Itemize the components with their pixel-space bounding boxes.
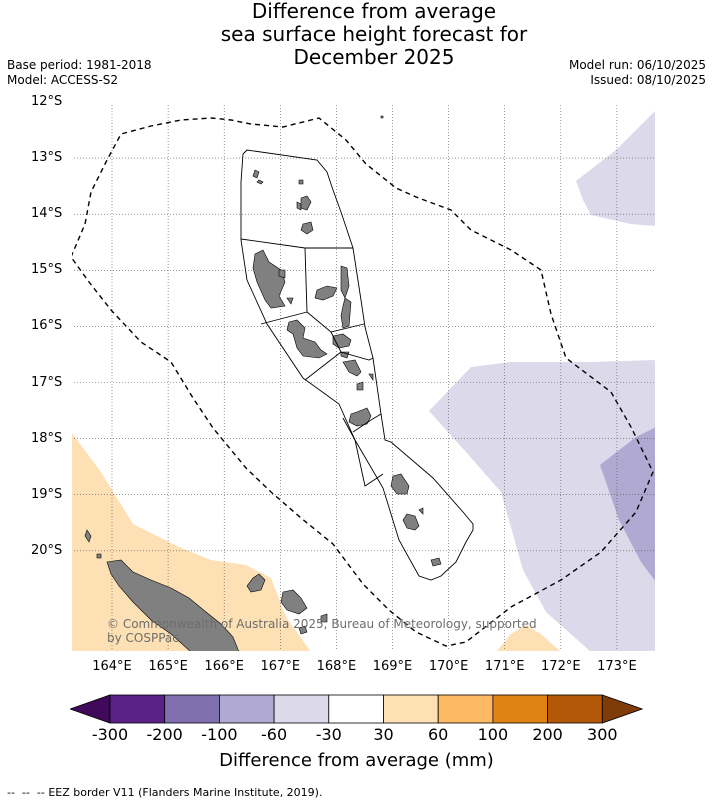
copyright-notice: © Commonwealth of Australia 2025, Bureau…: [107, 617, 537, 645]
colorbar-bin: [383, 694, 439, 724]
new-caledonia-land: [84, 529, 328, 652]
lat-label: 12°S: [31, 94, 63, 109]
lon-label: 164°E: [92, 659, 132, 674]
colorbar-tick-label: -60: [261, 725, 288, 744]
model-run: Model run: 06/10/2025: [568, 58, 706, 72]
map-frame: [71, 102, 656, 652]
lat-label: 19°S: [31, 486, 63, 502]
colorbar-tick-label: -200: [146, 725, 183, 744]
colorbar-bin: [218, 694, 275, 724]
lat-label: 16°S: [31, 318, 63, 334]
colorbar-arrow-high: [601, 694, 643, 724]
copyright-line-2: by COSPPac: [107, 631, 179, 645]
lon-label: 166°E: [204, 659, 244, 674]
colorbar-bin: [328, 694, 384, 724]
lat-label: 15°S: [31, 262, 63, 278]
colorbar-tick-label: 30: [373, 725, 394, 744]
vanuatu-zones: [240, 149, 474, 581]
anomaly-light-purple-east: [429, 360, 656, 652]
lon-label: 170°E: [428, 659, 469, 674]
eez-legend-text: EEZ border V11 (Flanders Marine Institut…: [48, 786, 323, 799]
anomaly-light-purple-northeast: [576, 110, 656, 226]
lon-label: 173°E: [597, 659, 637, 674]
lon-label: 165°E: [148, 659, 188, 674]
map-title: Difference from average sea surface heig…: [0, 0, 713, 69]
meta-left: Base period: 1981-2018 Model: ACCESS-S2: [7, 58, 152, 88]
lon-label: 172°E: [541, 659, 581, 674]
colorbar-tick-label: 200: [532, 725, 563, 744]
lon-label: 169°E: [372, 659, 413, 674]
lat-label: 18°S: [31, 430, 63, 446]
anomaly-mid-purple-east: [600, 427, 656, 582]
colorbar-bin: [273, 694, 330, 724]
vanuatu-islands: [252, 115, 442, 567]
model-name: Model: ACCESS-S2: [7, 73, 119, 87]
colorbar-bin: [492, 694, 548, 724]
copyright-line-1: © Commonwealth of Australia 2025, Bureau…: [107, 617, 537, 631]
issued-date: Issued: 08/10/2025: [590, 73, 706, 87]
title-line-1: Difference from average: [251, 0, 497, 23]
map-canvas: [71, 102, 656, 652]
lon-label: 168°E: [316, 659, 357, 674]
eez-legend-dash: -- -- --: [7, 786, 49, 799]
colorbar-tick-label: 300: [587, 725, 618, 744]
colorbar-tick-label: 60: [428, 725, 449, 744]
title-line-3: December 2025: [293, 45, 455, 69]
title-line-2: sea surface height forecast for: [220, 22, 528, 46]
base-period: Base period: 1981-2018: [7, 58, 152, 72]
lat-label: 14°S: [31, 206, 63, 222]
colorbar-bin: [437, 694, 494, 724]
lon-label: 167°E: [260, 659, 301, 674]
colorbar: [70, 694, 643, 724]
eez-legend: -- -- -- EEZ border V11 (Flanders Marine…: [7, 786, 322, 799]
colorbar-bin: [164, 694, 220, 724]
colorbar-label: Difference from average (mm): [219, 750, 494, 771]
lat-label: 17°S: [31, 374, 63, 390]
colorbar-arrow-low: [70, 694, 111, 724]
colorbar-bin: [547, 694, 603, 724]
colorbar-tick-label: 100: [477, 725, 509, 744]
lon-label: 171°E: [484, 659, 525, 674]
colorbar-tick-label: -100: [201, 725, 238, 744]
lat-label: 20°S: [31, 542, 63, 558]
colorbar-tick-label: -300: [91, 725, 129, 744]
colorbar-bin: [109, 694, 166, 724]
colorbar-tick-label: -30: [315, 725, 342, 744]
anomaly-light-orange-south: [496, 625, 561, 652]
meta-right: Model run: 06/10/2025 Issued: 08/10/2025: [569, 58, 706, 88]
lat-label: 13°S: [31, 150, 63, 166]
